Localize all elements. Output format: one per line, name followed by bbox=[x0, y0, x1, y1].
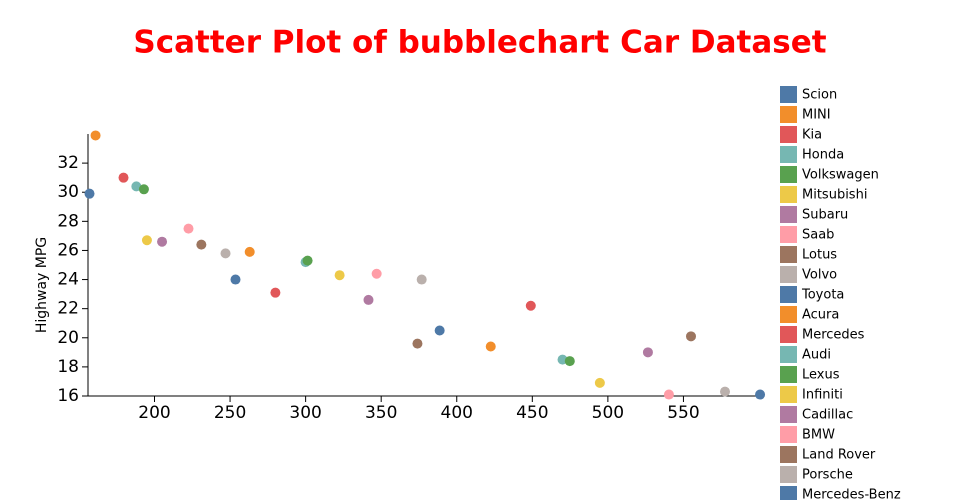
y-tick-label: 28 bbox=[57, 211, 79, 231]
chart-title: Scatter Plot of bubblechart Car Dataset bbox=[133, 25, 826, 61]
legend-label: Cadillac bbox=[802, 408, 853, 423]
legend-label: Infiniti bbox=[802, 388, 843, 403]
legend-label: Kia bbox=[802, 128, 822, 143]
point bbox=[412, 338, 423, 349]
x-tick-label: 250 bbox=[214, 403, 246, 423]
point bbox=[131, 181, 142, 192]
legend-swatch bbox=[780, 426, 797, 443]
y-tick-label: 20 bbox=[57, 328, 79, 348]
y-tick-label: 24 bbox=[57, 270, 79, 290]
point bbox=[642, 347, 653, 358]
x-tick-label: 400 bbox=[441, 403, 473, 423]
point bbox=[485, 341, 496, 352]
point bbox=[663, 389, 674, 400]
x-tick-label: 550 bbox=[667, 403, 699, 423]
legend-swatch bbox=[780, 286, 797, 303]
x-tick-label: 350 bbox=[365, 403, 397, 423]
legend-swatch bbox=[780, 406, 797, 423]
legend-label: Mitsubishi bbox=[802, 188, 867, 203]
legend-label: Honda bbox=[802, 148, 844, 163]
legend-swatch bbox=[780, 486, 797, 500]
y-axis-label: Highway MPG bbox=[34, 237, 50, 333]
point bbox=[270, 287, 281, 298]
legend-swatch bbox=[780, 386, 797, 403]
legend-swatch bbox=[780, 106, 797, 123]
point bbox=[141, 235, 152, 246]
point bbox=[755, 389, 766, 400]
legend-swatch bbox=[780, 326, 797, 343]
legend-label: Subaru bbox=[802, 208, 848, 223]
legend-label: Volkswagen bbox=[802, 168, 879, 183]
point bbox=[564, 356, 575, 367]
y-tick-label: 32 bbox=[57, 153, 79, 173]
legend-swatch bbox=[780, 366, 797, 383]
point bbox=[525, 300, 536, 311]
point bbox=[196, 239, 207, 250]
legend-swatch bbox=[780, 226, 797, 243]
legend-swatch bbox=[780, 126, 797, 143]
legend-swatch bbox=[780, 166, 797, 183]
point bbox=[685, 331, 696, 342]
point bbox=[363, 294, 374, 305]
legend-swatch bbox=[780, 186, 797, 203]
point bbox=[230, 274, 241, 285]
legend-swatch bbox=[780, 86, 797, 103]
point bbox=[84, 188, 95, 199]
legend-label: Mercedes-Benz bbox=[802, 488, 901, 500]
legend-swatch bbox=[780, 146, 797, 163]
point bbox=[183, 223, 194, 234]
legend-swatch bbox=[780, 346, 797, 363]
y-tick-label: 16 bbox=[57, 386, 79, 406]
point bbox=[90, 130, 101, 141]
legend-label: Porsche bbox=[802, 468, 853, 483]
y-tick-label: 22 bbox=[57, 299, 79, 319]
legend-swatch bbox=[780, 306, 797, 323]
y-tick-label: 18 bbox=[57, 357, 79, 377]
legend-label: Scion bbox=[802, 88, 837, 103]
point bbox=[302, 255, 313, 266]
point bbox=[371, 268, 382, 279]
legend-label: Saab bbox=[802, 228, 834, 243]
legend-label: Mercedes bbox=[802, 328, 865, 343]
point bbox=[157, 236, 168, 247]
point bbox=[719, 386, 730, 397]
legend-label: Audi bbox=[802, 348, 831, 363]
point bbox=[220, 248, 231, 259]
legend-label: Toyota bbox=[801, 288, 844, 303]
legend-label: Acura bbox=[802, 308, 839, 323]
x-tick-label: 200 bbox=[138, 403, 170, 423]
point bbox=[434, 325, 445, 336]
legend-swatch bbox=[780, 446, 797, 463]
legend-label: BMW bbox=[802, 428, 835, 443]
legend-swatch bbox=[780, 466, 797, 483]
legend-swatch bbox=[780, 206, 797, 223]
legend-label: Lexus bbox=[802, 368, 840, 383]
legend-swatch bbox=[780, 266, 797, 283]
point bbox=[138, 184, 149, 195]
legend-label: Volvo bbox=[802, 268, 837, 283]
y-tick-label: 26 bbox=[57, 240, 79, 260]
legend-label: MINI bbox=[802, 108, 831, 123]
point bbox=[244, 246, 255, 257]
point bbox=[334, 270, 345, 281]
x-tick-label: 500 bbox=[592, 403, 624, 423]
legend-label: Lotus bbox=[802, 248, 837, 263]
legend-swatch bbox=[780, 246, 797, 263]
legend-label: Land Rover bbox=[802, 448, 876, 463]
x-tick-label: 450 bbox=[516, 403, 548, 423]
point bbox=[118, 172, 129, 183]
point bbox=[594, 377, 605, 388]
x-tick-label: 300 bbox=[289, 403, 321, 423]
y-tick-label: 30 bbox=[57, 182, 79, 202]
point bbox=[416, 274, 427, 285]
